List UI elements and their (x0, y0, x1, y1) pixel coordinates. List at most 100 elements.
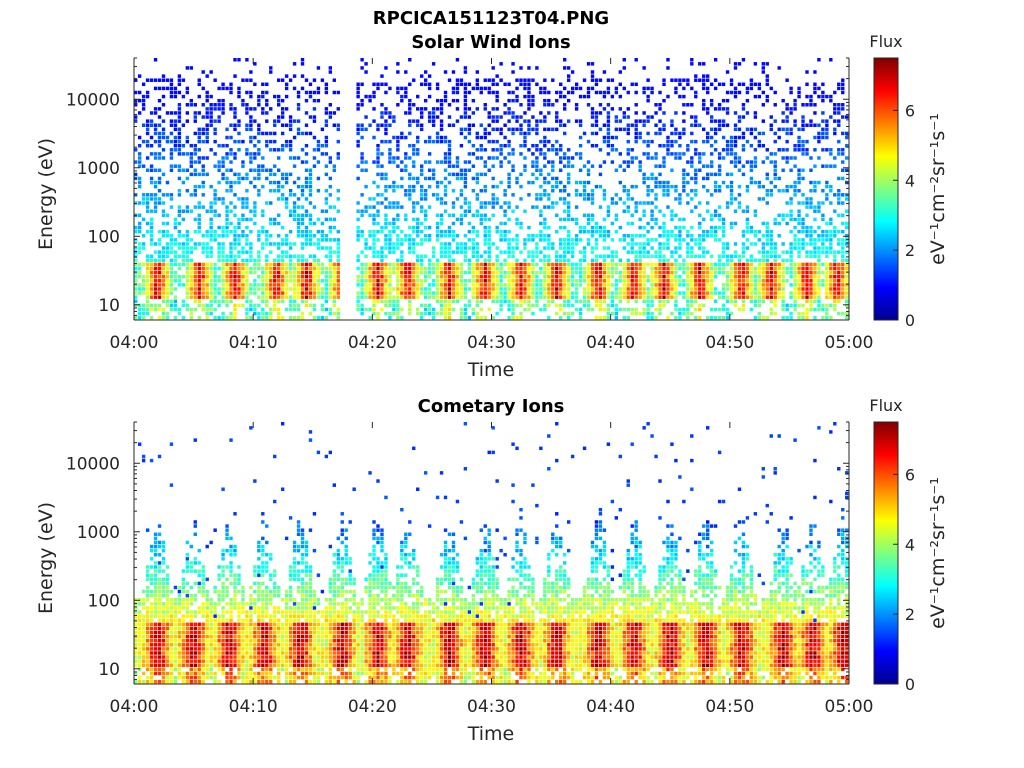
heatmap-cell (372, 250, 376, 254)
heatmap-cell (662, 266, 666, 271)
heatmap-cell (209, 119, 213, 123)
heatmap-cell (551, 295, 555, 299)
heatmap-cell (563, 164, 567, 168)
heatmap-cell (396, 225, 400, 230)
heatmap-cell (261, 274, 265, 279)
heatmap-cell (221, 283, 225, 287)
heatmap-cell (519, 315, 523, 320)
heatmap-cell (416, 311, 420, 316)
heatmap-cell (225, 234, 229, 238)
heatmap-cell (185, 90, 190, 95)
heatmap-cell (531, 160, 535, 164)
heatmap-cell (749, 131, 754, 136)
heatmap-cell (781, 315, 785, 320)
heatmap-cell (694, 242, 698, 246)
heatmap-cell (773, 184, 777, 189)
heatmap-cell (157, 283, 162, 287)
heatmap-cell (590, 189, 595, 193)
heatmap-cell (769, 152, 773, 156)
heatmap-cell (288, 287, 293, 291)
heatmap-cell (642, 287, 646, 291)
heatmap-cell (416, 221, 420, 226)
heatmap-cell (702, 139, 706, 144)
heatmap-cell (757, 197, 762, 201)
heatmap-cell (257, 238, 261, 242)
heatmap-cell (149, 295, 154, 299)
heatmap-cell (658, 180, 662, 185)
heatmap-cell (312, 254, 317, 258)
heatmap-cell (300, 283, 305, 287)
heatmap-cell (658, 311, 662, 316)
heatmap-cell (312, 205, 317, 209)
heatmap-cell (626, 160, 630, 164)
heatmap-cell (173, 254, 178, 258)
heatmap-cell (499, 143, 503, 148)
heatmap-cell (729, 184, 734, 189)
heatmap-cell (638, 119, 642, 123)
heatmap-cell (682, 168, 686, 173)
heatmap-cell (682, 189, 686, 193)
heatmap-cell (642, 311, 646, 316)
heatmap-cell (360, 274, 364, 279)
heatmap-cell (241, 229, 245, 234)
heatmap-cell (805, 270, 809, 275)
heatmap-cell (598, 315, 603, 320)
heatmap-cell (729, 283, 734, 287)
heatmap-cell (245, 152, 249, 156)
heatmap-cell (197, 94, 201, 99)
heatmap-cell (193, 148, 197, 152)
heatmap-cell (197, 225, 201, 230)
heatmap-cell (638, 266, 642, 271)
heatmap-cell (547, 197, 551, 201)
heatmap-cell (753, 135, 758, 140)
heatmap-cell (455, 78, 460, 82)
heatmap-cell (483, 135, 487, 140)
heatmap-cell (296, 205, 301, 209)
heatmap-cell (539, 86, 543, 91)
heatmap-cell (690, 62, 694, 66)
heatmap-cell (539, 307, 543, 312)
heatmap-cell (511, 209, 515, 213)
heatmap-cell (372, 295, 376, 299)
heatmap-cell (404, 213, 408, 218)
heatmap-cell (412, 270, 416, 275)
heatmap-cell (781, 111, 785, 115)
heatmap-cell (487, 86, 491, 91)
heatmap-cell (622, 283, 626, 287)
heatmap-cell (483, 266, 487, 271)
heatmap-cell (785, 201, 789, 205)
heatmap-cell (360, 193, 364, 197)
heatmap-cell (245, 262, 249, 267)
heatmap-cell (229, 279, 233, 283)
heatmap-cell (257, 262, 261, 267)
heatmap-cell (253, 311, 257, 316)
heatmap-cell (165, 234, 170, 238)
heatmap-cell (622, 238, 626, 242)
heatmap-cell (694, 148, 698, 152)
heatmap-cell (245, 315, 249, 320)
heatmap-cell (566, 295, 571, 299)
heatmap-cell (372, 234, 376, 238)
heatmap-cell (713, 234, 718, 238)
heatmap-cell (721, 82, 726, 87)
heatmap-cell (455, 291, 460, 295)
heatmap-cell (431, 168, 436, 173)
heatmap-cell (241, 295, 245, 299)
heatmap-cell (761, 279, 765, 283)
heatmap-cell (447, 279, 452, 283)
heatmap-cell (257, 164, 261, 168)
heatmap-cell (157, 131, 162, 136)
heatmap-cell (277, 279, 281, 283)
heatmap-cell (630, 250, 634, 254)
heatmap-cell (598, 205, 603, 209)
heatmap-cell (753, 180, 758, 185)
heatmap-cell (459, 262, 464, 267)
heatmap-cell (161, 283, 166, 287)
heatmap-cell (189, 66, 193, 70)
heatmap-cell (165, 135, 170, 140)
heatmap-cell (400, 254, 404, 258)
heatmap-cell (336, 152, 340, 156)
heatmap-cell (201, 270, 205, 275)
heatmap-cell (511, 70, 515, 74)
heatmap-cell (288, 148, 293, 152)
